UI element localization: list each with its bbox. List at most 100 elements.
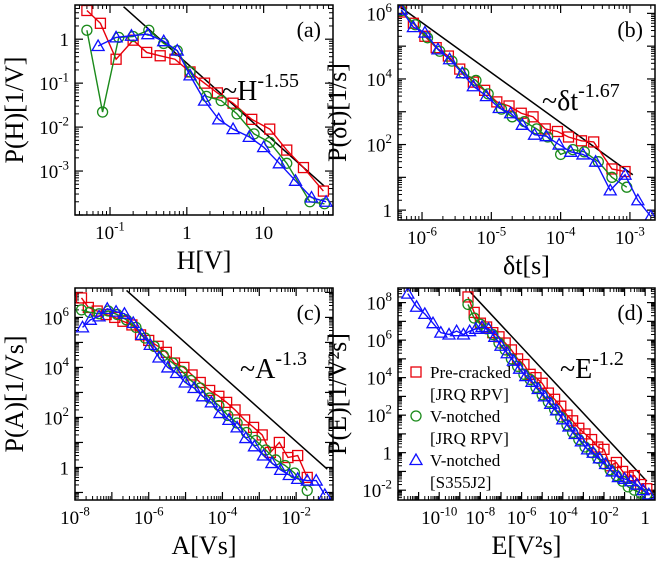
x-tick-label: 10-5	[476, 223, 506, 249]
data-point-square	[588, 136, 600, 148]
y-tick-label-exponent: 6	[386, 0, 393, 15]
data-point-square	[536, 377, 548, 389]
series-line	[82, 308, 326, 496]
data-point-triangle	[318, 194, 333, 207]
data-point-circle	[506, 111, 518, 123]
x-tick-label-exponent: -1	[114, 218, 125, 233]
x-tick-label-base: 10	[60, 508, 79, 529]
data-point-triangle	[617, 471, 632, 485]
data-point-triangle	[83, 312, 98, 325]
data-point-triangle	[288, 173, 303, 186]
data-point-triangle	[91, 38, 106, 52]
y-tick-label-exponent: 2	[386, 131, 392, 146]
data-point-triangle	[481, 321, 496, 334]
x-tick-label-exponent: -3	[634, 223, 645, 238]
x-tick-label-base: 10	[466, 508, 485, 529]
data-point-square	[598, 443, 610, 456]
powerlaw-label-base: ~A	[240, 354, 276, 385]
plot-frame	[397, 287, 656, 501]
x-tick-label-base: 10	[507, 508, 526, 529]
data-point-triangle	[170, 43, 185, 56]
data-point-triangle	[100, 301, 115, 314]
data-point-triangle	[212, 405, 228, 419]
legend-entry: Pre-cracked [JRQ RPV]	[410, 363, 512, 404]
x-tick-label-exponent: -10	[440, 503, 457, 518]
y-tick-label-exponent: 4	[386, 364, 393, 379]
x-tick-label-base: 10	[589, 508, 608, 529]
legend-label: Pre-cracked	[430, 363, 512, 382]
legend-label: [S355J2]	[430, 473, 491, 492]
data-point-triangle	[512, 361, 527, 374]
data-point-triangle	[592, 451, 607, 464]
data-point-triangle	[574, 434, 589, 447]
y-tick-label-base: 10	[362, 481, 381, 502]
series-line	[97, 33, 327, 203]
y-tick-label: 102	[367, 131, 392, 157]
chart-panel-d: 10-10 10-8 10-6 10-4 10-2 1108106104102110-2(…	[323, 287, 656, 560]
x-tick-label-base: 10	[134, 508, 153, 529]
data-point-triangle	[290, 471, 305, 485]
data-point-square	[575, 135, 588, 147]
data-point-square	[619, 165, 631, 178]
x-tick-label-base: 10	[615, 228, 634, 249]
data-point-triangle	[549, 403, 564, 416]
y-tick-label: 1	[383, 444, 393, 465]
x-tick-label: 10-8	[466, 503, 496, 529]
data-point-triangle	[468, 321, 483, 334]
panel-label: (c)	[297, 300, 321, 325]
data-point-triangle	[605, 464, 620, 477]
data-point-triangle	[623, 473, 638, 487]
data-point-circle	[81, 24, 93, 36]
data-point-triangle	[617, 167, 633, 180]
data-point-square	[273, 436, 285, 449]
x-tick-label: 10-10	[421, 503, 457, 529]
data-point-circle	[462, 298, 474, 311]
y-tick-label: 106	[367, 327, 393, 353]
data-point-circle	[578, 146, 591, 158]
legend-marker-triangle	[408, 452, 424, 466]
series-triangle	[398, 5, 655, 220]
data-point-triangle	[555, 412, 570, 425]
data-point-square	[527, 111, 539, 123]
data-point-triangle	[169, 365, 184, 379]
data-point-square	[264, 123, 276, 135]
y-tick-label: 104	[44, 354, 70, 380]
legend: Pre-cracked[JRQ RPV]V-notched[JRQ RPV]V-…	[408, 363, 512, 492]
series-triangle	[400, 288, 655, 500]
data-point-triangle	[140, 26, 155, 40]
x-tick-label-exponent: -6	[153, 503, 164, 518]
x-tick-label: 10-4	[546, 223, 576, 249]
powerlaw-label-base: ~H	[222, 76, 257, 107]
data-point-triangle	[134, 327, 149, 341]
data-point-triangle	[598, 456, 613, 470]
data-point-square	[110, 53, 122, 65]
y-tick-label-base: 10	[44, 358, 63, 379]
y-tick-label-exponent: 2	[386, 402, 392, 417]
x-tick-label-base: 10	[281, 508, 300, 529]
y-tick-label-base: 10	[367, 4, 386, 25]
y-tick-label-base: 10	[367, 70, 386, 91]
data-point-triangle	[273, 462, 288, 476]
data-point-triangle	[539, 128, 554, 142]
powerlaw-label-exponent: -1.67	[578, 80, 620, 102]
data-point-triangle	[242, 129, 257, 143]
data-point-triangle	[108, 30, 124, 43]
data-point-square	[220, 396, 233, 409]
data-point-square	[229, 404, 241, 416]
data-point-triangle	[641, 487, 655, 500]
data-point-triangle	[182, 68, 198, 81]
powerlaw-exponent-label: ~A-1.3	[240, 348, 307, 385]
data-point-triangle	[551, 137, 567, 150]
data-point-triangle	[493, 338, 509, 351]
data-point-square	[198, 77, 211, 89]
data-point-triangle	[160, 360, 175, 373]
y-axis-label: P(A)[1/Vs]	[0, 336, 29, 453]
data-point-square	[281, 144, 293, 156]
y-tick-label-base: 10	[367, 294, 386, 315]
data-point-square	[551, 125, 564, 138]
data-point-triangle	[409, 299, 424, 312]
legend-marker-square	[410, 366, 422, 378]
data-point-triangle	[636, 482, 651, 496]
data-point-triangle	[211, 112, 226, 125]
